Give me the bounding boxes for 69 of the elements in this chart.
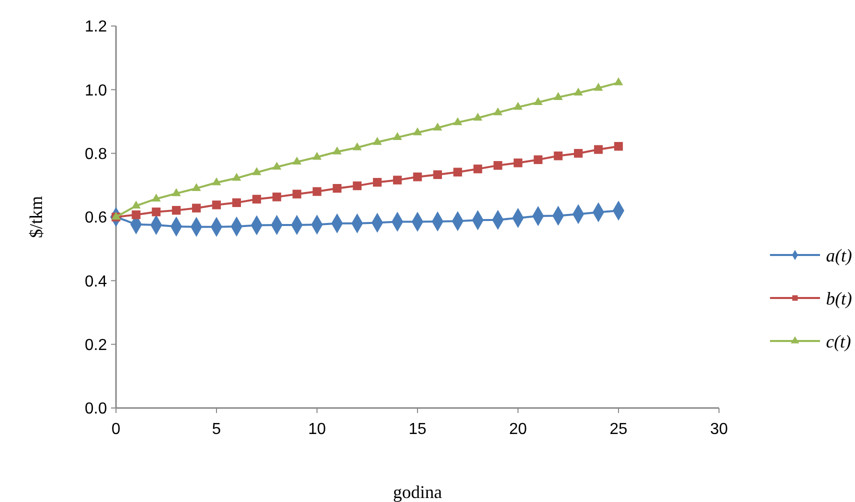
- point: [372, 178, 382, 187]
- point: [312, 187, 322, 196]
- point: [574, 88, 583, 96]
- point: [352, 181, 362, 190]
- point: [534, 155, 542, 164]
- point: [473, 112, 482, 121]
- point: [212, 200, 221, 210]
- y-tick-label: 0.0: [84, 400, 108, 418]
- x-tick-label: 5: [212, 421, 222, 438]
- x-axis-title: godina: [393, 482, 442, 502]
- y-tick-label: 0.6: [84, 210, 108, 227]
- point: [433, 122, 442, 130]
- point: [152, 208, 161, 216]
- x-tick-label: 15: [408, 421, 426, 438]
- point: [412, 127, 422, 136]
- point: [312, 152, 322, 160]
- point: [392, 132, 402, 140]
- x-tick-label: 10: [308, 421, 326, 438]
- point: [614, 77, 624, 86]
- point: [493, 107, 502, 116]
- y-axis-title: $/tkm: [26, 196, 46, 238]
- point: [292, 156, 302, 165]
- x-tick-label: 20: [509, 421, 527, 438]
- point: [212, 177, 222, 186]
- point: [252, 167, 262, 176]
- x-tick-label: 25: [610, 421, 628, 438]
- point: [513, 102, 523, 110]
- point: [372, 136, 382, 145]
- point: [574, 148, 583, 158]
- point: [554, 152, 563, 160]
- point: [614, 142, 623, 151]
- point: [594, 145, 603, 154]
- y-tick-label: 1.2: [84, 18, 108, 36]
- point: [453, 168, 462, 176]
- point: [272, 192, 282, 202]
- point: [192, 204, 201, 212]
- point: [514, 158, 522, 168]
- y-tick-label: 0.4: [84, 273, 108, 290]
- point: [132, 210, 140, 220]
- point: [494, 161, 502, 170]
- legend-label: a(t): [826, 245, 852, 266]
- point: [433, 170, 442, 180]
- legend-label: b(t): [826, 288, 852, 308]
- point: [332, 184, 342, 193]
- point: [352, 142, 362, 150]
- point: [473, 164, 482, 174]
- point: [292, 190, 302, 198]
- x-tick-label: 0: [112, 421, 121, 438]
- legend-label: c(t): [826, 331, 851, 352]
- y-tick-label: 1.0: [84, 82, 108, 100]
- y-tick-label: 0.2: [84, 336, 108, 354]
- point: [534, 97, 543, 106]
- point: [594, 82, 603, 91]
- point: [332, 146, 342, 154]
- point: [252, 194, 262, 204]
- x-tick-label: 30: [710, 421, 728, 438]
- point: [554, 92, 563, 100]
- point: [413, 172, 422, 182]
- point: [172, 206, 181, 215]
- point: [132, 200, 141, 208]
- point: [172, 188, 181, 196]
- point: [453, 117, 462, 126]
- y-tick-label: 0.8: [84, 146, 108, 163]
- point: [232, 172, 242, 181]
- point: [192, 183, 201, 191]
- point: [272, 162, 282, 170]
- point: [232, 198, 241, 208]
- point: [393, 176, 402, 184]
- point: [152, 194, 161, 202]
